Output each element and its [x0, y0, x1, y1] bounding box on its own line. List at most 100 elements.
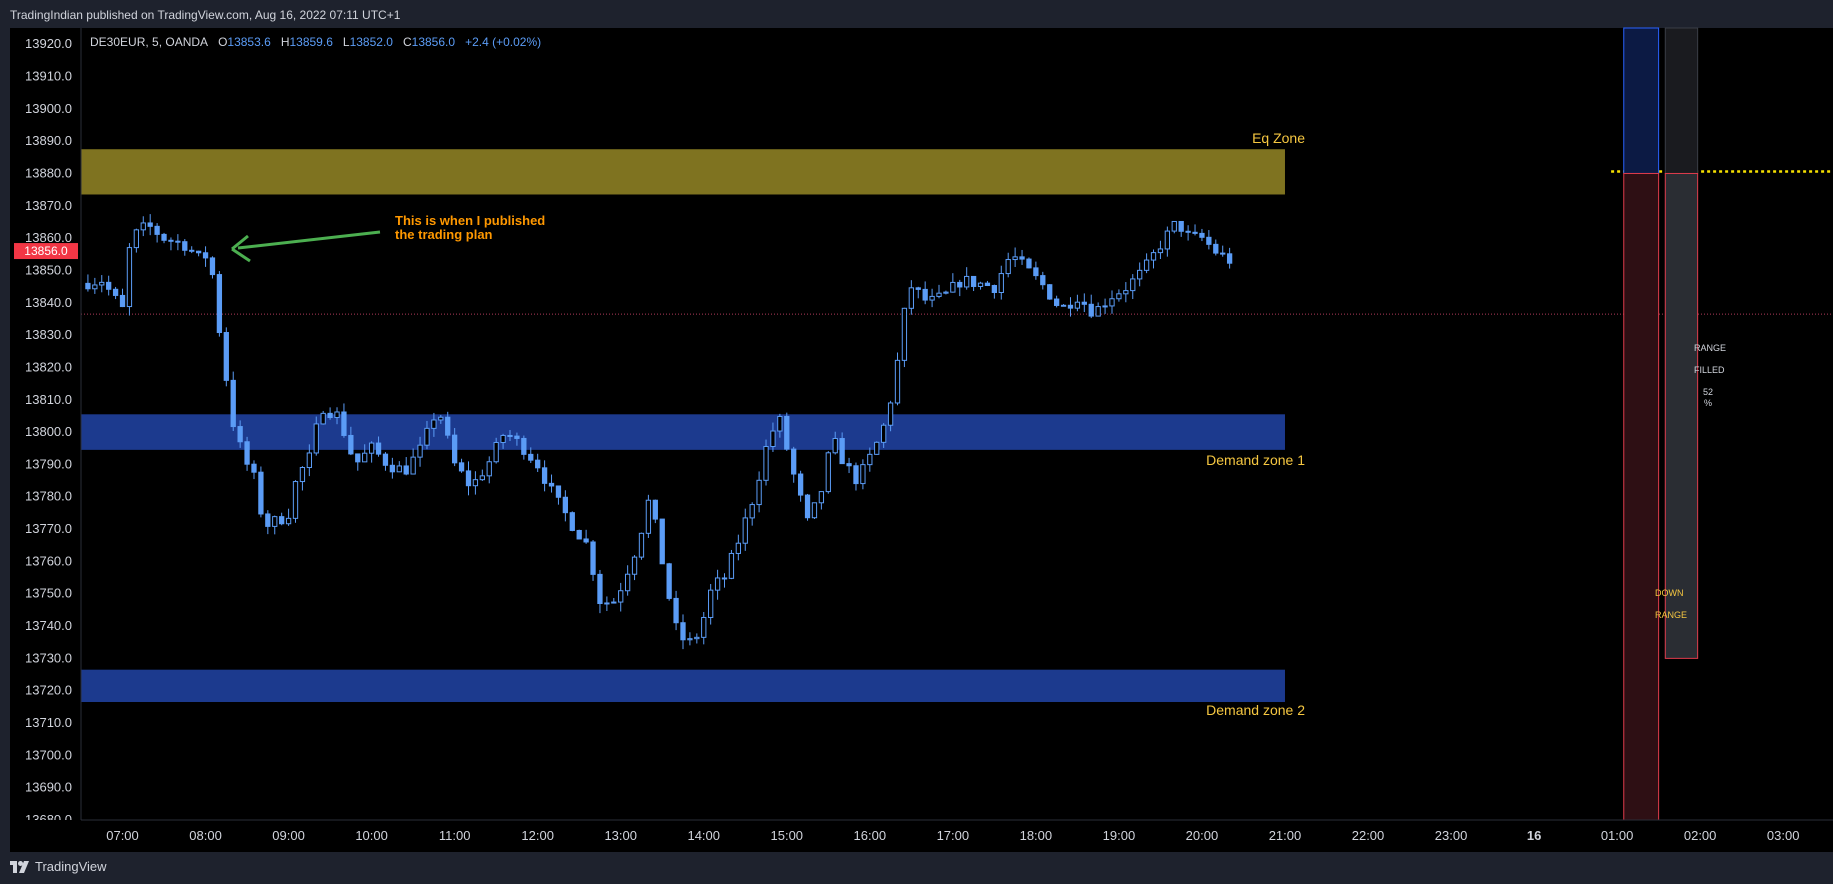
candle-down: [1053, 298, 1060, 306]
low-label: L: [342, 35, 350, 49]
candle-up: [894, 359, 901, 404]
low-value: 13852.0: [349, 35, 393, 49]
range-filled-upper-box: [1664, 27, 1699, 174]
candle-down: [458, 462, 465, 472]
candle-down: [853, 465, 859, 485]
down-range-label: DOWN RANGE: [1655, 588, 1688, 620]
candle-down: [168, 239, 174, 242]
candle-up: [1130, 278, 1136, 292]
open-value: 13853.6: [227, 35, 271, 49]
candle-up: [140, 222, 146, 231]
candle-down: [652, 499, 658, 520]
candle-down: [1067, 304, 1074, 309]
y-tick-label: 13850.0: [25, 262, 72, 277]
candle-down: [597, 573, 603, 604]
footer-bar: TradingView: [0, 852, 1833, 884]
candle-down: [797, 473, 804, 496]
candle-up: [708, 589, 714, 618]
close-value: 13856.0: [411, 35, 456, 49]
ohlc-legend: DE30EUR, 5, OANDA O13853.6 H13859.6 L138…: [90, 35, 541, 49]
candle-up: [1012, 256, 1018, 261]
candle-up: [749, 504, 755, 519]
candle-up: [285, 517, 292, 525]
high-label: H: [280, 35, 290, 49]
candle-down: [452, 434, 458, 464]
eq-zone-label: Eq Zone: [1252, 130, 1305, 146]
candle-down: [403, 465, 409, 475]
candle-up: [1123, 290, 1129, 295]
y-tick-label: 13830.0: [25, 327, 72, 342]
arrow-line: [237, 230, 381, 250]
y-tick-label: 13730.0: [25, 650, 72, 665]
candle-up: [92, 284, 98, 290]
candle-up: [638, 532, 645, 558]
candle-down: [784, 415, 790, 450]
candle-up: [943, 291, 949, 294]
candle-down: [209, 257, 216, 276]
candle-up: [887, 402, 894, 426]
candle-up: [1164, 230, 1170, 250]
candle-up: [417, 444, 423, 458]
candle-down: [382, 453, 389, 466]
candle-up: [687, 638, 693, 641]
y-tick-label: 13700.0: [25, 747, 72, 762]
candle-up: [272, 516, 278, 527]
high-value: 13859.6: [289, 35, 333, 49]
candle-up: [1143, 259, 1150, 271]
candle-up: [99, 281, 105, 286]
candle-up: [867, 453, 873, 466]
symbol-label[interactable]: DE30EUR, 5, OANDA: [90, 35, 209, 49]
candle-down: [957, 281, 963, 288]
candle-up: [936, 292, 942, 297]
candle-down: [237, 426, 243, 443]
x-tick-label: 12:00: [521, 828, 554, 843]
candle-down: [341, 411, 347, 436]
y-tick-label: 13780.0: [25, 489, 72, 504]
candle-down: [562, 496, 569, 514]
y-tick-label: 13820.0: [25, 359, 72, 374]
candle-down: [535, 459, 541, 469]
open-label: O: [218, 35, 228, 49]
candle-up: [611, 601, 617, 604]
x-tick-label: 10:00: [355, 828, 388, 843]
candle-up: [929, 295, 935, 301]
candle-up: [299, 467, 306, 483]
candle-up: [368, 442, 375, 454]
candle-down: [112, 288, 119, 296]
x-tick-label: 17:00: [937, 828, 970, 843]
close-label: C: [402, 35, 412, 49]
x-tick-label: 20:00: [1186, 828, 1219, 843]
zone-demand-2: [81, 669, 1285, 703]
candle-down: [721, 577, 728, 580]
candle-down: [327, 412, 333, 419]
candle-down: [991, 285, 998, 294]
arrow-head-icon: [231, 234, 251, 263]
candle-up: [777, 415, 783, 432]
candle-up: [486, 461, 492, 477]
tradingview-logo[interactable]: TradingView: [10, 859, 107, 874]
y-tick-label: 13870.0: [25, 198, 72, 213]
price-axis: [10, 28, 81, 820]
candle-down: [528, 453, 534, 461]
annotation-text: This is when I published the trading pla…: [395, 214, 545, 242]
x-tick-label: 22:00: [1352, 828, 1385, 843]
y-tick-label: 13890.0: [25, 133, 72, 148]
candle-down: [1178, 220, 1184, 232]
candle-down: [791, 448, 797, 475]
candle-up: [694, 636, 700, 640]
candle-down: [804, 494, 811, 519]
candle-up: [1102, 305, 1108, 308]
annotation-line-2: the trading plan: [395, 227, 493, 242]
y-tick-label: 13790.0: [25, 456, 72, 471]
candle-up: [604, 602, 610, 605]
candle-down: [223, 332, 229, 381]
demand-zone-1-label: Demand zone 1: [1206, 452, 1305, 468]
candle-up: [479, 475, 485, 481]
candle-up: [396, 465, 402, 473]
candle-up: [825, 452, 831, 493]
candle-up: [334, 411, 340, 419]
candle-up: [126, 247, 133, 308]
candle-down: [680, 622, 686, 641]
annotation-line-1: This is when I published: [395, 213, 546, 228]
